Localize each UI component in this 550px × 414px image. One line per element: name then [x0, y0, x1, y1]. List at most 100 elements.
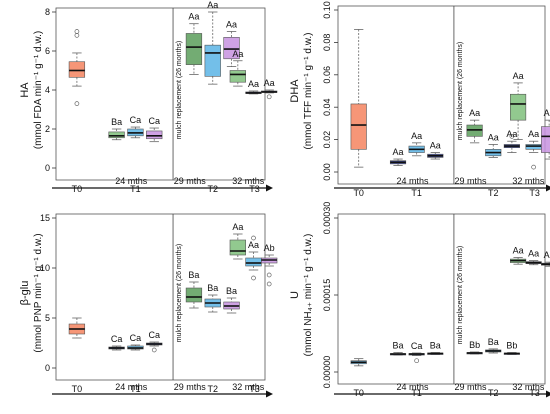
- category-label-t3: T3: [529, 188, 540, 198]
- significance-label: Aa: [411, 131, 422, 141]
- box-t3-8: Aa: [525, 129, 542, 170]
- mulch-label: mulch replacement (26 months): [457, 42, 464, 140]
- outlier-point: [251, 235, 256, 241]
- outlier-point: [266, 272, 272, 278]
- significance-label: Aa: [248, 79, 259, 89]
- box-t2-4: Ba: [185, 270, 203, 309]
- category-label-t0: T0: [353, 188, 364, 198]
- y-axis-unit-label: (mmol NH₄₊ min⁻¹ g⁻¹ d.w.): [303, 234, 314, 357]
- y-tick-label: 0: [45, 363, 50, 373]
- box-body: [245, 257, 262, 267]
- significance-label: Aa: [506, 129, 517, 139]
- y-axis-unit-label: (mmol PNP min⁻¹ g⁻¹ d.w.): [33, 233, 44, 352]
- y-axis-unit-label: (mmol FDA min⁻¹ g⁻¹ d.w.): [33, 31, 44, 149]
- significance-label: Ca: [148, 116, 160, 126]
- y-tick-label: 2: [45, 124, 50, 134]
- mulch-label: mulch replacement (26 months): [176, 244, 183, 342]
- category-label-t2: T2: [207, 184, 218, 194]
- box-body: [204, 44, 221, 77]
- sampling-label: 24 mths: [115, 382, 148, 392]
- box-body: [146, 130, 163, 140]
- box-t2-5: Ba: [485, 337, 502, 354]
- plot-frame: [337, 213, 546, 385]
- box-t3-7: Aa: [510, 71, 527, 141]
- outlier-point: [74, 33, 80, 38]
- box-t3-8: Aa: [245, 235, 262, 281]
- outlier-point: [531, 164, 536, 170]
- significance-label: Aa: [528, 129, 539, 139]
- outlier-point: [74, 29, 80, 34]
- y-tick-label: 0.02: [322, 131, 332, 149]
- box-body: [223, 37, 240, 60]
- box-t3-9: Aa: [541, 108, 550, 160]
- sampling-label: 24 mths: [397, 382, 430, 392]
- panel-1: 0.00 0.02 0.04 0.06 0.08 0.10 DHA (mmol TFF min…: [289, 1, 550, 198]
- y-tick-label: 0.08: [322, 34, 332, 52]
- significance-label: Aa: [248, 240, 259, 250]
- box-t2-6: Aa: [503, 129, 520, 153]
- box-t3-7: Aa: [229, 49, 246, 87]
- box-t1-2: Aa: [408, 131, 425, 157]
- y-tick-label: 0.04: [322, 98, 332, 116]
- y-tick-label: 8: [45, 7, 50, 17]
- significance-label: Aa: [430, 141, 441, 151]
- y-axis-label: U: [289, 291, 301, 299]
- plot-frame: [55, 213, 266, 381]
- y-tick-label: 0.00015: [322, 279, 332, 312]
- category-label-t1: T1: [411, 188, 422, 198]
- box-body: [108, 131, 125, 139]
- box-t2-6: Ba: [223, 286, 240, 314]
- significance-label: Ca: [130, 333, 142, 343]
- sampling-label: 29 mths: [174, 382, 207, 392]
- box-t0-0: [68, 317, 86, 339]
- box-body: [68, 61, 86, 78]
- category-label-t3: T3: [249, 184, 260, 194]
- significance-label: Aa: [232, 49, 243, 59]
- box-t1-1: Ba: [389, 340, 407, 356]
- sampling-label: 29 mths: [454, 382, 487, 392]
- box-t3-9: Aa: [261, 78, 278, 100]
- category-label-t1: T1: [130, 384, 141, 394]
- outlier-point: [74, 101, 80, 107]
- significance-label: Ca: [130, 115, 142, 125]
- significance-label: Aa: [544, 250, 550, 260]
- timeline-arrowhead: [266, 390, 273, 398]
- timeline-arrowhead: [546, 184, 550, 192]
- box-t1-1: Aa: [389, 147, 407, 166]
- y-tick-label: 15: [40, 213, 50, 223]
- y-tick-label: 0.10: [322, 1, 332, 19]
- timeline-arrowhead: [546, 390, 550, 398]
- box-body: [229, 239, 246, 256]
- significance-label: Ba: [430, 340, 441, 350]
- box-body: [350, 103, 367, 150]
- category-label-t3: T3: [249, 384, 260, 394]
- significance-label: Ba: [226, 286, 237, 296]
- box-t1-1: Ba: [108, 117, 125, 141]
- box-body: [510, 93, 527, 121]
- category-label-t1: T1: [411, 388, 422, 398]
- box-t1-2: Ca: [408, 341, 425, 364]
- box-t2-6: Bb: [503, 340, 520, 355]
- significance-label: Aa: [528, 249, 539, 259]
- y-tick-label: 0: [45, 163, 50, 173]
- panel-3: 0.00000 0.00015 0.00030 U (mmol NH₄₊ min⁻¹ g…: [289, 202, 550, 398]
- significance-label: Bb: [506, 340, 517, 350]
- significance-label: Ba: [188, 270, 199, 280]
- significance-label: Ba: [488, 337, 499, 347]
- sampling-label: 32 mths: [232, 176, 265, 186]
- category-label-t2: T2: [488, 388, 499, 398]
- box-t1-3: Ca: [146, 330, 163, 353]
- box-t3-9: Aa: [541, 250, 550, 267]
- sampling-label: 32 mths: [232, 382, 265, 392]
- outlier-point: [251, 275, 256, 281]
- y-tick-label: 0.06: [322, 66, 332, 84]
- sampling-label: 32 mths: [512, 382, 545, 392]
- significance-label: Aa: [544, 108, 550, 118]
- significance-label: Ca: [111, 334, 123, 344]
- panel-2: 0 5 10 15 β-glu (mmol PNP min⁻¹ g⁻¹ d.w.) mulc…: [19, 213, 278, 398]
- box-body: [525, 144, 542, 150]
- box-t3-8: Aa: [525, 249, 542, 266]
- box-t2-5: Ba: [204, 283, 221, 313]
- box-t2-4: Aa: [466, 108, 483, 144]
- significance-label: Bb: [469, 340, 480, 350]
